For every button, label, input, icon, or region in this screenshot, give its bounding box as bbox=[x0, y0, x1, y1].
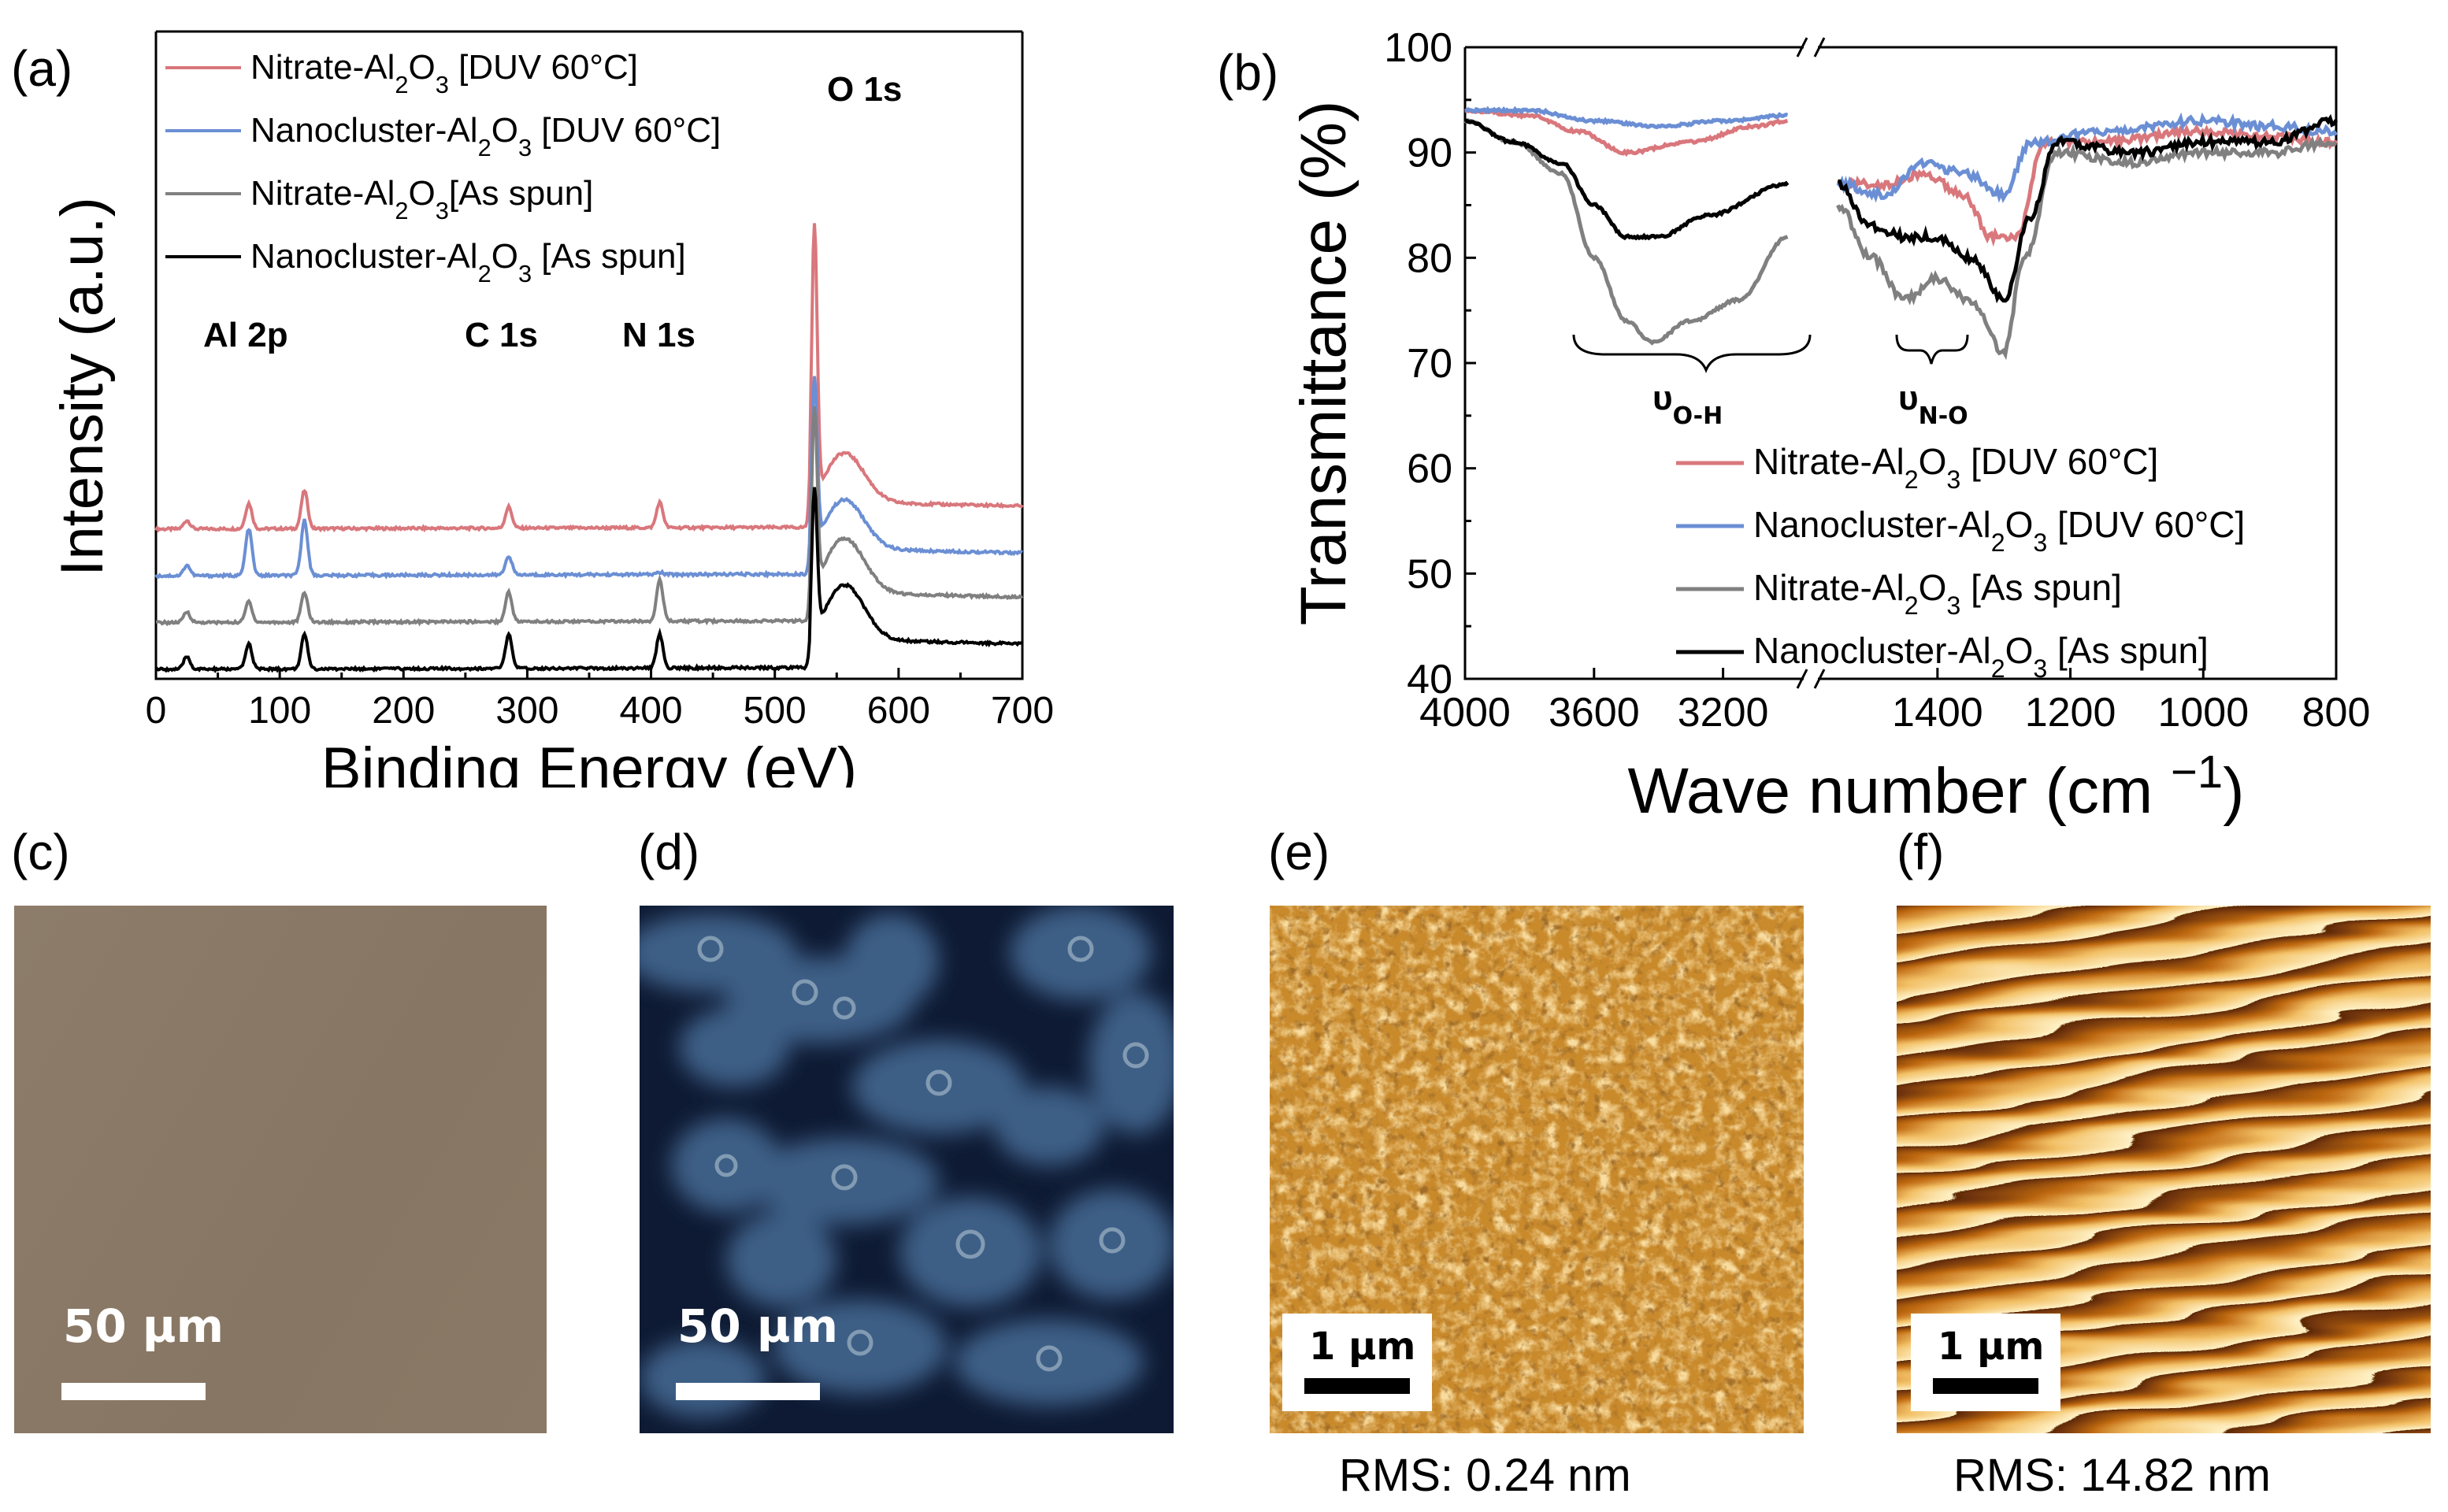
x-tick-label: 200 bbox=[372, 690, 435, 732]
x-tick-label: 300 bbox=[495, 690, 558, 732]
ftir-line-right bbox=[1838, 113, 2339, 304]
y-tick-label: 70 bbox=[1407, 341, 1452, 387]
x-tick-label: 0 bbox=[146, 690, 167, 732]
legend-entry: Nanocluster-Al2O3 [As spun] bbox=[250, 237, 686, 287]
axis-break bbox=[1796, 669, 1808, 689]
peak-annotation: N 1s bbox=[622, 316, 695, 354]
panel-label-c: (c) bbox=[11, 824, 70, 880]
spectrum-line bbox=[154, 223, 1024, 533]
scale-box-e bbox=[1282, 1314, 1432, 1411]
x-tick-label: 1200 bbox=[2025, 690, 2116, 736]
oh-brace bbox=[1572, 334, 1812, 374]
panel-label-a: (a) bbox=[11, 40, 73, 97]
legend-entry: Nanocluster-Al2O3 [As spun] bbox=[1753, 630, 2209, 683]
no-brace bbox=[1895, 334, 1969, 365]
scale-bar-e bbox=[1304, 1378, 1410, 1394]
axis-break bbox=[1813, 669, 1826, 689]
x-tick-label: 4000 bbox=[1419, 690, 1511, 736]
legend-entry: Nitrate-Al2O3 [As spun] bbox=[1753, 567, 2122, 620]
x-tick-label: 700 bbox=[991, 690, 1054, 732]
ftir-chart: 40 50 60 70 80 90 100 4000 3600 3200 1400 1200 1000 8… bbox=[1288, 25, 2371, 828]
x-tick-label: 400 bbox=[620, 690, 683, 732]
axis-break bbox=[1813, 37, 1826, 57]
y-tick-label: 40 bbox=[1407, 657, 1452, 702]
scale-bar-f bbox=[1933, 1378, 2038, 1394]
y-axis-label: Transmittance (%) bbox=[1288, 101, 1359, 626]
scale-bar-d bbox=[676, 1383, 820, 1400]
ftir-line-right bbox=[1836, 135, 2337, 361]
ftir-line-right bbox=[1836, 112, 2339, 204]
x-tick-label: 800 bbox=[2302, 690, 2371, 736]
x-tick-label: 3600 bbox=[1549, 690, 1640, 736]
y-tick-label: 90 bbox=[1407, 131, 1452, 176]
y-tick-label: 60 bbox=[1407, 447, 1452, 492]
rms-value-f: RMS: 14.82 nm bbox=[1953, 1450, 2271, 1501]
x-tick-label: 1400 bbox=[1892, 690, 1983, 736]
spectrum-line bbox=[156, 406, 1024, 627]
axis-break bbox=[1796, 37, 1808, 57]
x-tick-label: 1000 bbox=[2157, 690, 2249, 736]
dewetting-pattern bbox=[640, 906, 1174, 1418]
spectrum-line bbox=[154, 376, 1023, 580]
x-tick-label: 500 bbox=[744, 690, 807, 732]
legend-entry: Nanocluster-Al2O3 [DUV 60°C] bbox=[1753, 504, 2245, 557]
legend-entry: Nanocluster-Al2O3 [DUV 60°C] bbox=[250, 111, 721, 161]
legend-entry: Nitrate-Al2O3 [DUV 60°C] bbox=[1753, 441, 2158, 494]
ftir-line-left bbox=[1464, 106, 1789, 158]
x-tick-label: 3200 bbox=[1678, 690, 1769, 736]
y-tick-label: 50 bbox=[1407, 551, 1452, 597]
no-annotation: υN-O bbox=[1898, 379, 1968, 430]
scale-label-f: 1 µm bbox=[1938, 1325, 2045, 1369]
xps-chart: 0 100 200 300 400 500 600 700 Binding Energy (eV… bbox=[49, 30, 1054, 788]
legend-entry: Nitrate-Al2O3 [DUV 60°C] bbox=[250, 48, 638, 98]
optical-image-nanocluster bbox=[14, 906, 547, 1433]
x-axis-label: Wave number (cm −1) bbox=[1627, 747, 2244, 828]
panel-label-b: (b) bbox=[1217, 44, 1279, 101]
x-axis-label: Binding Energy (eV) bbox=[321, 736, 857, 788]
panel-label-d: (d) bbox=[638, 824, 700, 880]
oh-annotation: υO-H bbox=[1652, 379, 1723, 430]
legend-entry: Nitrate-Al2O3[As spun] bbox=[250, 174, 593, 224]
y-axis-label: Intensity (a.u.) bbox=[49, 197, 116, 576]
scale-label-e: 1 µm bbox=[1309, 1325, 1416, 1369]
scale-bar-c bbox=[61, 1383, 206, 1400]
ftir-line-left bbox=[1464, 106, 1789, 130]
panel-label-e: (e) bbox=[1268, 824, 1330, 880]
peak-annotation: C 1s bbox=[465, 316, 538, 354]
optical-image-nitrate bbox=[640, 906, 1174, 1433]
scale-label-d: 50 µm bbox=[677, 1299, 839, 1353]
scale-box-f bbox=[1911, 1314, 2060, 1411]
y-tick-label: 100 bbox=[1384, 25, 1452, 71]
peak-annotation: Al 2p bbox=[203, 316, 288, 354]
y-tick-label: 80 bbox=[1407, 235, 1452, 281]
panel-label-f: (f) bbox=[1897, 824, 1945, 880]
ftir-line-left bbox=[1464, 118, 1790, 241]
spectrum-line bbox=[154, 487, 1023, 673]
x-tick-label: 600 bbox=[867, 690, 930, 732]
rms-value-e: RMS: 0.24 nm bbox=[1339, 1450, 1631, 1501]
scale-label-c: 50 µm bbox=[63, 1299, 224, 1353]
x-tick-label: 100 bbox=[248, 690, 311, 732]
peak-annotation: O 1s bbox=[827, 70, 902, 109]
